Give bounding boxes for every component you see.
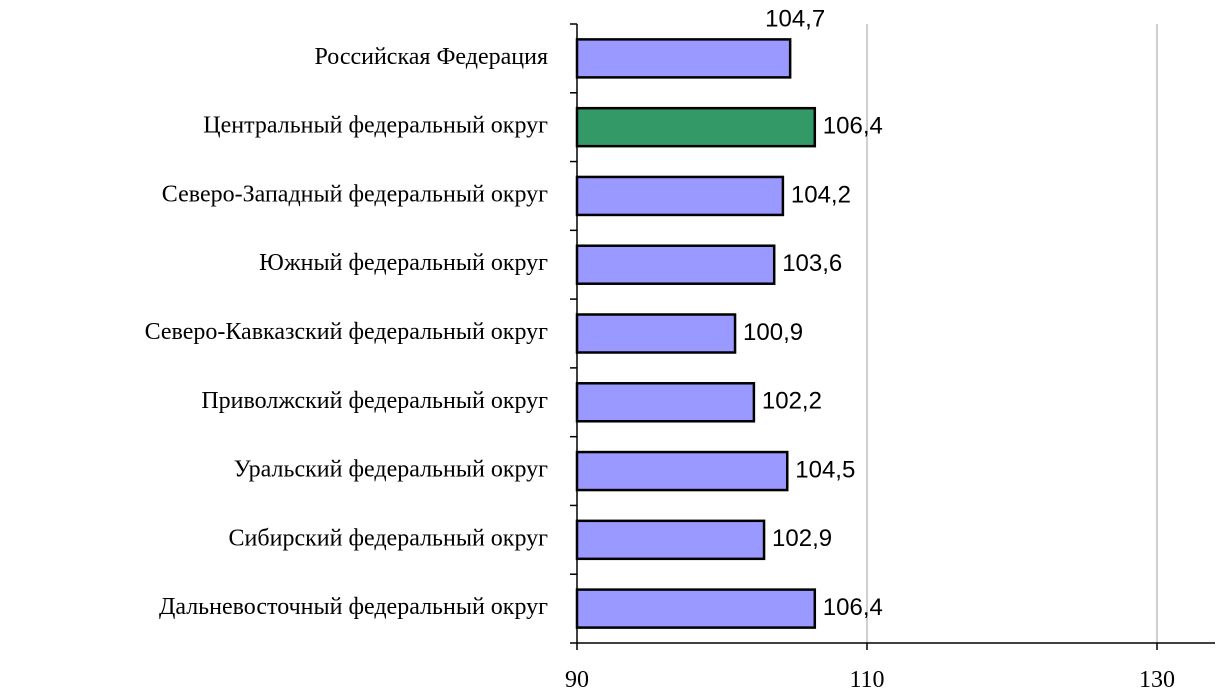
- value-label: 104,5: [795, 456, 855, 483]
- y-tick-label: Северо-Западный федеральный округ: [162, 181, 548, 207]
- bar: [575, 382, 756, 423]
- y-tick-label: Уральский федеральный округ: [234, 457, 548, 483]
- bar: [575, 519, 766, 561]
- value-label: 102,2: [762, 388, 822, 415]
- y-tick-label: Северо-Кавказский федеральный округ: [145, 319, 549, 345]
- y-tick-label: Приволжский федеральный округ: [201, 388, 548, 414]
- x-tick-label: 130: [1139, 667, 1175, 693]
- value-label: 102,9: [772, 525, 832, 552]
- value-label: 103,6: [782, 250, 842, 277]
- bar: [575, 175, 785, 217]
- x-tick-label: 110: [849, 667, 884, 693]
- value-label: 100,9: [743, 319, 803, 346]
- y-tick-label: Российская Федерация: [314, 44, 548, 70]
- bar: [575, 450, 789, 492]
- y-tick-label: Южный федеральный округ: [259, 250, 548, 276]
- y-tick-label: Дальневосточный федеральный округ: [159, 594, 548, 620]
- value-label: 104,2: [791, 181, 851, 208]
- bar: [575, 313, 737, 354]
- value-label: 104,7: [765, 6, 825, 33]
- x-tick-label: 90: [565, 667, 589, 693]
- bar: [575, 38, 792, 79]
- bar: [575, 106, 817, 148]
- bar: [575, 244, 776, 285]
- value-label: 106,4: [823, 113, 883, 140]
- bar: [575, 588, 817, 629]
- value-label: 106,4: [823, 594, 883, 621]
- y-tick-label: Сибирский федеральный округ: [229, 525, 549, 551]
- y-tick-label: Центральный федеральный округ: [203, 113, 548, 139]
